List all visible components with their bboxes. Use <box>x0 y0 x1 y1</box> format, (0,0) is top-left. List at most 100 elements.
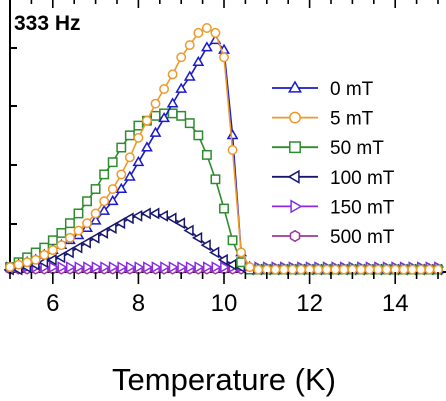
data-point <box>296 264 306 275</box>
data-point <box>116 169 127 180</box>
data-point <box>166 212 177 225</box>
data-point <box>194 261 205 274</box>
data-point <box>82 218 92 229</box>
data-point <box>56 240 67 251</box>
data-point <box>226 129 239 140</box>
legend-label: 100 mT <box>330 168 395 189</box>
data-point <box>193 130 204 141</box>
data-point <box>134 261 145 274</box>
data-point <box>226 258 237 271</box>
data-point <box>253 264 264 275</box>
data-point <box>167 108 178 119</box>
legend-entry: 5 mT <box>272 109 374 130</box>
data-point <box>330 264 341 275</box>
data-point <box>159 84 170 94</box>
x-tick-label: 12 <box>296 290 323 317</box>
data-point <box>133 132 144 143</box>
data-point <box>124 130 135 141</box>
data-point <box>30 254 41 265</box>
data-point <box>373 264 384 275</box>
data-point <box>89 231 100 244</box>
x-axis-ticks: 6 8 10 12 14 <box>9 0 439 317</box>
data-point <box>98 204 111 215</box>
data-point <box>124 152 135 163</box>
data-point <box>97 227 109 239</box>
data-point <box>64 218 75 229</box>
data-point <box>149 126 162 137</box>
data-point <box>201 149 212 160</box>
data-point <box>200 41 213 52</box>
data-point <box>108 261 120 274</box>
data-point <box>219 203 229 214</box>
data-point <box>160 261 171 274</box>
legend-marker <box>290 199 303 214</box>
frequency-annotation: 333 Hz <box>14 12 81 35</box>
data-point <box>46 253 57 266</box>
x-tick-label: 6 <box>46 290 59 317</box>
legend-marker <box>289 111 301 124</box>
data-point <box>66 261 77 274</box>
data-point <box>141 141 153 152</box>
data-point <box>201 23 212 33</box>
data-point <box>364 264 375 275</box>
data-point <box>227 145 238 155</box>
data-point <box>55 251 66 264</box>
data-point <box>64 232 75 243</box>
data-point <box>74 261 85 274</box>
x-axis-title: Temperature (K) <box>112 362 336 397</box>
data-point <box>236 257 247 268</box>
data-point <box>47 235 58 246</box>
data-point <box>184 40 195 51</box>
data-point <box>63 246 74 259</box>
legend-label: 0 mT <box>330 79 374 100</box>
data-point <box>157 209 168 222</box>
legend-entry: 500 mT <box>272 227 395 248</box>
data-point <box>125 261 137 274</box>
data-point <box>176 110 187 121</box>
data-point <box>90 208 101 219</box>
data-point <box>313 264 324 275</box>
data-point <box>210 27 221 38</box>
data-point <box>183 224 194 237</box>
legend: 0 mT 5 mT 50 mT 100 mT 150 mT 500 mT <box>272 79 395 248</box>
data-point <box>202 261 214 274</box>
data-point <box>209 246 220 259</box>
data-point <box>117 261 128 274</box>
data-point <box>356 264 366 275</box>
data-point <box>174 217 186 230</box>
data-point <box>407 264 418 275</box>
data-point <box>398 264 409 275</box>
data-point <box>167 69 178 80</box>
legend-marker <box>289 229 301 243</box>
data-point <box>106 194 119 206</box>
data-point <box>191 231 203 244</box>
data-point <box>184 118 195 129</box>
legend-marker <box>289 141 301 154</box>
data-point <box>115 182 128 193</box>
data-point <box>236 247 247 258</box>
data-point <box>220 261 231 274</box>
data-point <box>22 257 33 268</box>
data-point <box>338 264 349 275</box>
data-point <box>132 155 145 167</box>
legend-entry: 100 mT <box>272 168 395 189</box>
data-point <box>321 264 332 275</box>
x-tick-label: 10 <box>211 290 238 317</box>
data-point <box>219 52 229 63</box>
data-point <box>270 264 281 275</box>
legend-label: 50 mT <box>330 138 384 159</box>
data-point <box>177 261 188 274</box>
data-point <box>166 97 179 108</box>
data-point <box>116 142 127 153</box>
data-point <box>99 196 110 207</box>
data-point <box>183 70 196 81</box>
legend-entry: 150 mT <box>272 197 395 218</box>
data-point <box>244 262 255 273</box>
data-point <box>193 27 204 38</box>
data-point <box>47 245 58 255</box>
data-point <box>211 261 222 274</box>
data-point <box>143 261 154 274</box>
data-point <box>133 120 144 131</box>
data-point <box>114 217 126 230</box>
